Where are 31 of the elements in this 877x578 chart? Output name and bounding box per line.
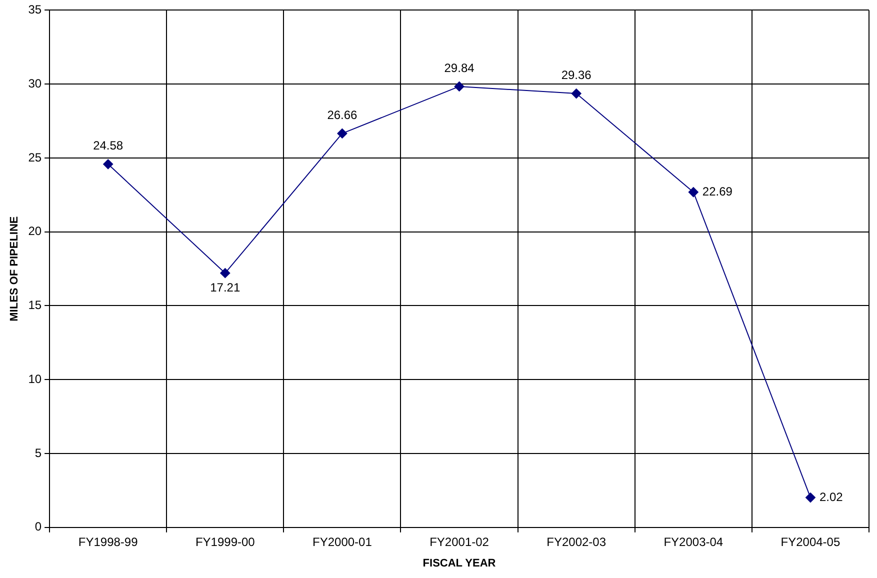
point: [688, 187, 698, 198]
x-axis-title: FISCAL YEAR: [422, 557, 496, 570]
y-tick-label: 5: [34, 446, 42, 460]
y-tick-label: 20: [28, 224, 42, 238]
data-label: 29.36: [561, 68, 592, 82]
x-tick-label: FY2000-01: [312, 534, 372, 549]
point: [220, 268, 230, 278]
x-tick-label: FY2001-02: [430, 534, 490, 549]
y-tick-label: 30: [28, 76, 42, 90]
y-axis-title: MILES OF PIPELINE: [8, 216, 21, 322]
y-tick-label: 10: [28, 372, 42, 386]
y-tick-label: 25: [28, 150, 42, 164]
y-tick-label: 15: [28, 298, 42, 312]
x-tick-label: FY2002-03: [546, 534, 606, 549]
x-tick-label: FY1998-99: [78, 534, 138, 549]
point: [103, 159, 114, 170]
point: [805, 492, 816, 503]
data-label: 29.84: [444, 60, 475, 75]
point: [337, 128, 348, 138]
x-tick-label: FY2003-04: [664, 534, 724, 549]
x-tick-label: FY1999-00: [195, 534, 256, 549]
y-tick-label: 35: [28, 2, 42, 17]
x-tick-label: FY2004-05: [780, 534, 840, 549]
point: [454, 81, 464, 92]
y-tick-label: 0: [34, 520, 42, 534]
data-label: 2.02: [819, 490, 844, 504]
data-label: 22.69: [702, 184, 733, 198]
data-label: 17.21: [210, 280, 240, 294]
data-label: 24.58: [93, 138, 124, 152]
point: [571, 88, 582, 99]
data-label: 26.66: [327, 108, 358, 122]
